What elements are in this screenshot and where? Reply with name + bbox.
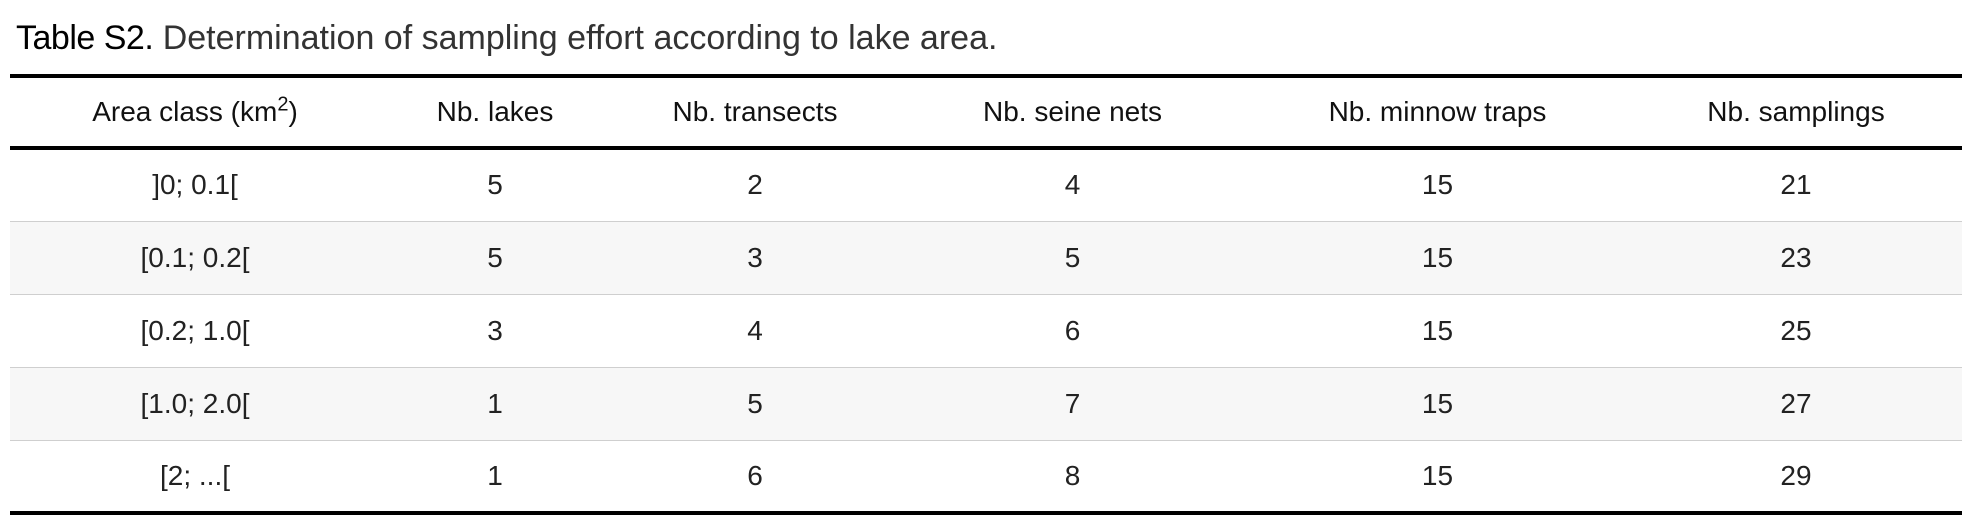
cell-nb-seine-nets: 6	[900, 294, 1245, 368]
table-row: ]0; 0.1[ 5 2 4 15 21	[10, 148, 1962, 222]
table-header-row: Area class (km2) Nb. lakes Nb. transects…	[10, 74, 1962, 150]
cell-nb-seine-nets: 4	[900, 148, 1245, 222]
header-nb-lakes: Nb. lakes	[380, 74, 610, 150]
cell-nb-samplings: 27	[1630, 367, 1962, 441]
cell-nb-transects: 6	[610, 440, 900, 515]
cell-area-class: [1.0; 2.0[	[10, 367, 380, 441]
cell-nb-seine-nets: 8	[900, 440, 1245, 515]
table-row: [0.2; 1.0[ 3 4 6 15 25	[10, 294, 1962, 368]
header-area-class: Area class (km2)	[10, 74, 380, 150]
cell-area-class: [2; ...[	[10, 440, 380, 515]
sampling-effort-table: Area class (km2) Nb. lakes Nb. transects…	[10, 74, 1962, 515]
cell-nb-minnow-traps: 15	[1245, 294, 1630, 368]
header-area-class-sup: 2	[277, 93, 289, 116]
table-caption: Table S2. Determination of sampling effo…	[16, 16, 997, 60]
cell-nb-transects: 4	[610, 294, 900, 368]
cell-nb-lakes: 1	[380, 440, 610, 515]
cell-nb-transects: 5	[610, 367, 900, 441]
caption-label: Table S2.	[16, 19, 154, 57]
header-nb-minnow-traps: Nb. minnow traps	[1245, 74, 1630, 150]
caption-text: Determination of sampling effort accordi…	[153, 19, 998, 57]
cell-nb-transects: 3	[610, 221, 900, 295]
cell-nb-lakes: 1	[380, 367, 610, 441]
cell-nb-transects: 2	[610, 148, 900, 222]
cell-nb-lakes: 5	[380, 221, 610, 295]
cell-nb-minnow-traps: 15	[1245, 367, 1630, 441]
cell-nb-minnow-traps: 15	[1245, 148, 1630, 222]
header-area-class-suffix: )	[288, 96, 298, 127]
table-row: [2; ...[ 1 6 8 15 29	[10, 440, 1962, 515]
cell-nb-samplings: 21	[1630, 148, 1962, 222]
cell-nb-seine-nets: 5	[900, 221, 1245, 295]
header-nb-transects: Nb. transects	[610, 74, 900, 150]
cell-area-class: [0.2; 1.0[	[10, 294, 380, 368]
cell-nb-minnow-traps: 15	[1245, 440, 1630, 515]
table-container: Area class (km2) Nb. lakes Nb. transects…	[10, 74, 1962, 515]
header-nb-seine-nets: Nb. seine nets	[900, 74, 1245, 150]
cell-nb-lakes: 5	[380, 148, 610, 222]
cell-nb-samplings: 25	[1630, 294, 1962, 368]
cell-nb-samplings: 23	[1630, 221, 1962, 295]
cell-nb-minnow-traps: 15	[1245, 221, 1630, 295]
cell-area-class: [0.1; 0.2[	[10, 221, 380, 295]
header-nb-samplings: Nb. samplings	[1630, 74, 1962, 150]
cell-nb-lakes: 3	[380, 294, 610, 368]
header-area-class-text: Area class (km	[92, 96, 278, 127]
cell-nb-samplings: 29	[1630, 440, 1962, 515]
cell-nb-seine-nets: 7	[900, 367, 1245, 441]
cell-area-class: ]0; 0.1[	[10, 148, 380, 222]
table-row: [1.0; 2.0[ 1 5 7 15 27	[10, 367, 1962, 441]
table-row: [0.1; 0.2[ 5 3 5 15 23	[10, 221, 1962, 295]
